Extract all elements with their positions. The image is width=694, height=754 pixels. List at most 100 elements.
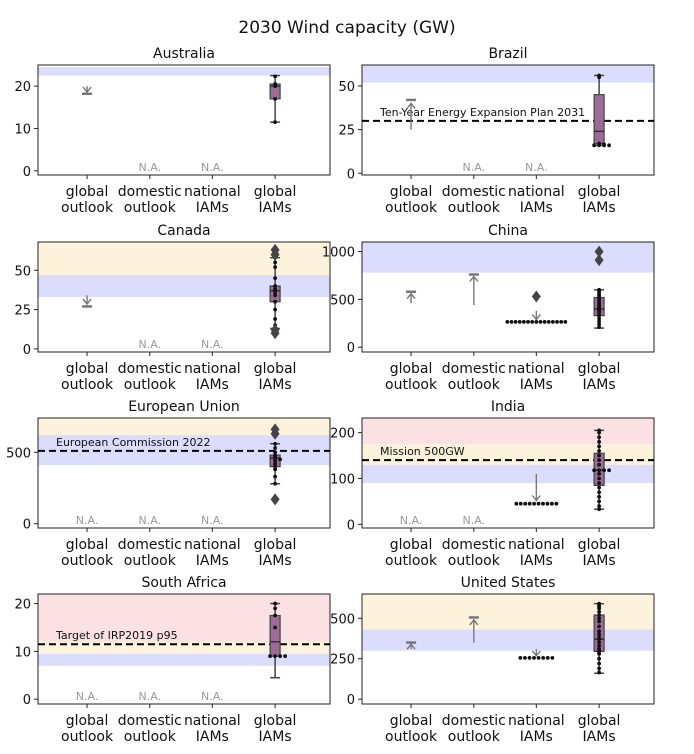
data-point xyxy=(597,325,602,330)
outlier xyxy=(531,290,541,303)
x-tick-label: national xyxy=(184,537,241,553)
dots-arrow-head xyxy=(531,495,541,502)
y-tick-label: 200 xyxy=(330,427,355,442)
panel-european-union: European Union0500globaloutlookdomestico… xyxy=(6,399,331,569)
marker-arrow-head xyxy=(469,275,479,282)
data-point xyxy=(273,625,278,630)
data-point xyxy=(549,501,554,506)
marker-arrow-head xyxy=(469,618,479,626)
data-point xyxy=(541,501,545,506)
y-tick-label: 100 xyxy=(330,473,355,488)
data-point xyxy=(597,462,602,467)
data-point xyxy=(273,461,278,466)
panel-title: European Union xyxy=(128,399,240,415)
x-tick-label: global xyxy=(66,184,109,200)
data-point xyxy=(273,481,278,486)
data-point xyxy=(597,472,602,476)
data-point xyxy=(273,613,278,618)
data-point xyxy=(597,629,602,634)
data-point xyxy=(541,655,546,660)
x-tick-label: IAMs xyxy=(583,377,616,393)
x-tick-label: IAMs xyxy=(520,200,553,216)
x-tick-label: IAMs xyxy=(520,553,553,569)
marker-arrow-head xyxy=(406,292,416,300)
na-label: N.A. xyxy=(76,690,99,703)
data-point xyxy=(597,606,602,611)
na-label: N.A. xyxy=(463,161,486,174)
data-point xyxy=(273,96,278,101)
outlier xyxy=(594,254,604,267)
x-tick-label: outlook xyxy=(385,200,438,216)
data-point xyxy=(273,74,278,79)
x-tick-label: outlook xyxy=(448,377,501,393)
data-point xyxy=(597,143,602,148)
data-point xyxy=(550,655,555,660)
x-tick-label: IAMs xyxy=(583,729,616,745)
data-point xyxy=(597,609,602,614)
data-point xyxy=(597,640,602,645)
x-tick-label: IAMs xyxy=(196,377,229,393)
panel-title: United States xyxy=(461,575,556,591)
band-red xyxy=(38,594,330,642)
band-yellow xyxy=(38,418,330,436)
x-tick-label: global xyxy=(254,537,297,553)
data-point xyxy=(273,293,278,298)
data-point xyxy=(554,501,559,506)
data-point xyxy=(597,468,602,473)
y-tick-label: 0 xyxy=(23,343,31,358)
data-point xyxy=(597,637,602,642)
data-point xyxy=(597,458,602,463)
data-point xyxy=(278,654,283,659)
x-tick-label: global xyxy=(390,537,433,553)
data-point xyxy=(545,501,550,506)
x-tick-label: outlook xyxy=(385,553,438,569)
data-point xyxy=(509,319,514,324)
data-point xyxy=(273,467,278,472)
panel-canada: Canada02550globaloutlookdomesticoutlookn… xyxy=(14,223,331,393)
na-label: N.A. xyxy=(76,514,99,527)
marker-arrow-head xyxy=(406,643,416,650)
target-label: European Commission 2022 xyxy=(56,436,211,449)
data-point xyxy=(513,319,518,324)
y-tick-label: 0 xyxy=(347,693,355,708)
x-tick-label: global xyxy=(66,537,109,553)
axes-frame xyxy=(37,417,331,529)
data-point xyxy=(597,661,602,666)
data-point xyxy=(518,655,523,660)
na-label: N.A. xyxy=(201,514,224,527)
x-tick-label: domestic xyxy=(442,537,506,553)
x-tick-label: outlook xyxy=(61,729,114,745)
data-point xyxy=(283,654,288,659)
x-tick-label: global xyxy=(254,184,297,200)
data-point xyxy=(559,319,564,324)
data-point xyxy=(597,666,602,671)
data-point xyxy=(597,444,602,449)
x-tick-label: outlook xyxy=(61,377,114,393)
data-point xyxy=(273,464,278,469)
band-blue xyxy=(362,464,654,484)
y-tick-label: 0 xyxy=(23,165,31,180)
na-label: N.A. xyxy=(400,514,423,527)
panel-title: China xyxy=(488,223,528,239)
panel-china: China05001000globaloutlookdomesticoutloo… xyxy=(322,223,655,393)
figure-title: 2030 Wind capacity (GW) xyxy=(238,18,456,38)
x-tick-label: IAMs xyxy=(259,200,292,216)
outlier xyxy=(270,493,280,506)
data-point xyxy=(273,441,278,446)
data-point xyxy=(597,616,602,621)
data-point xyxy=(563,319,568,324)
x-tick-label: global xyxy=(66,713,109,729)
panel-brazil: Brazil02550globaloutlookdomesticoutlookn… xyxy=(338,46,655,216)
band-blue xyxy=(38,653,330,666)
x-tick-label: global xyxy=(390,713,433,729)
data-point xyxy=(268,654,273,659)
x-tick-label: global xyxy=(390,361,433,377)
x-tick-label: outlook xyxy=(448,553,501,569)
band-blue xyxy=(38,67,330,76)
x-tick-label: IAMs xyxy=(196,729,229,745)
data-point xyxy=(550,319,555,324)
data-point xyxy=(273,260,278,265)
data-point xyxy=(597,499,602,504)
data-point xyxy=(273,317,278,321)
panel-title: Brazil xyxy=(488,46,527,62)
